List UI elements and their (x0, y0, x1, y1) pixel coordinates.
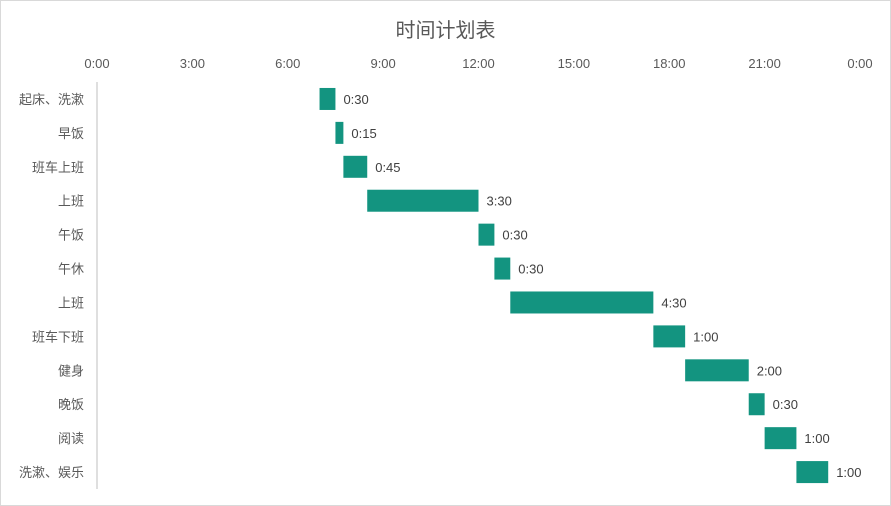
data-labels: 0:30 0:15 0:45 3:30 0:30 0:30 4:30 1:00 2:00 0:30… (343, 92, 861, 480)
data-label: 0:30 (518, 262, 543, 277)
data-label: 1:00 (804, 431, 829, 446)
x-axis-ticks: 0:00 3:00 6:00 9:00 12:00 15:00 18:00 21:00 0:00 (84, 56, 872, 71)
chart-title: 时间计划表 (395, 18, 496, 42)
data-label: 0:30 (773, 397, 798, 412)
x-tick-label: 12:00 (462, 56, 495, 71)
x-tick-label: 9:00 (370, 56, 395, 71)
bar (764, 427, 797, 450)
category-label: 午休 (58, 263, 84, 278)
data-label: 0:15 (351, 126, 376, 141)
category-label: 班车上班 (32, 160, 84, 176)
x-tick-label: 18:00 (653, 56, 686, 71)
x-tick-label: 3:00 (180, 56, 205, 71)
bar (335, 121, 344, 144)
bar (319, 87, 336, 110)
bars (319, 87, 829, 484)
data-label: 3:30 (487, 194, 512, 209)
category-label: 洗漱、娱乐 (19, 466, 84, 481)
bar (478, 223, 495, 246)
bar (653, 325, 686, 348)
category-label: 午饭 (58, 229, 84, 244)
bar (748, 393, 765, 416)
bar (510, 291, 654, 314)
bar (685, 359, 749, 382)
data-label: 0:30 (343, 92, 368, 107)
category-label: 晚饭 (58, 398, 84, 413)
category-label: 阅读 (58, 432, 84, 447)
x-tick-label: 0:00 (84, 56, 109, 71)
x-tick-label: 21:00 (748, 56, 781, 71)
x-tick-label: 6:00 (275, 56, 300, 71)
bar (796, 461, 829, 484)
data-label: 1:00 (693, 329, 718, 344)
x-tick-label: 15:00 (558, 56, 591, 71)
data-label: 0:45 (375, 160, 400, 175)
data-label: 1:00 (836, 465, 861, 480)
bar (343, 155, 368, 178)
category-label: 上班 (58, 195, 84, 210)
category-label: 健身 (58, 363, 84, 379)
bar (367, 189, 479, 212)
category-label: 班车下班 (32, 329, 84, 345)
category-label: 上班 (58, 296, 84, 311)
category-label: 起床、洗漱 (19, 93, 84, 108)
bar (494, 257, 511, 280)
category-label: 早饭 (58, 127, 84, 142)
data-label: 4:30 (661, 295, 686, 310)
data-label: 0:30 (502, 228, 527, 243)
x-tick-label: 0:00 (847, 56, 872, 71)
data-label: 2:00 (757, 363, 782, 378)
